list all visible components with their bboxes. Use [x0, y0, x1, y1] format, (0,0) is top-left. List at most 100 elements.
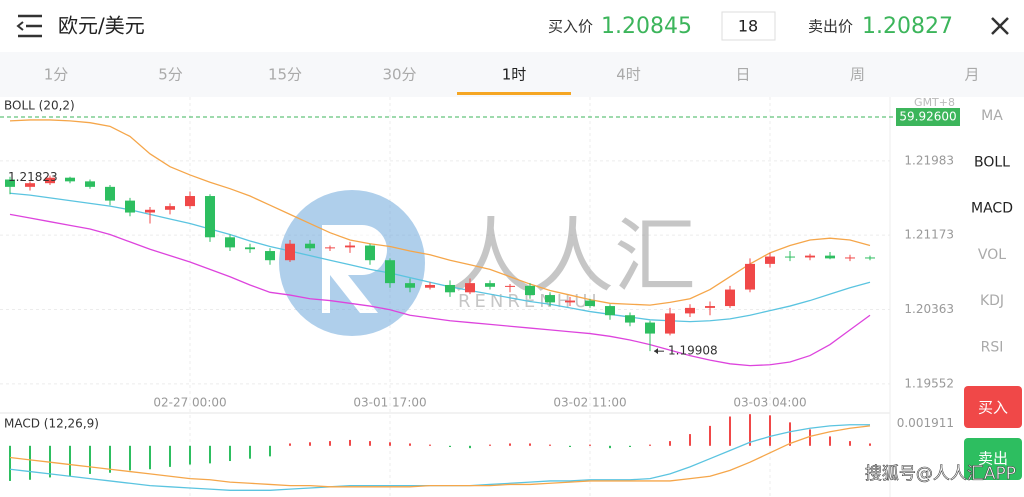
candle-body — [5, 179, 15, 187]
quantity-box[interactable] — [721, 11, 776, 41]
candle-body — [205, 196, 215, 238]
candle-body — [265, 251, 275, 261]
header-bar — [0, 0, 1024, 52]
chart-area — [0, 97, 890, 497]
candle-body — [405, 283, 415, 288]
buy-price: 1.20845 — [601, 14, 692, 39]
candle-body — [465, 283, 475, 293]
tab[interactable]: 15分 — [268, 66, 302, 84]
x-tick-label: 03-02 11:00 — [553, 396, 626, 410]
candle-body — [845, 257, 855, 259]
candle-body — [865, 257, 875, 259]
tab[interactable]: 日 — [735, 66, 750, 84]
x-tick-label: 03-01 17:00 — [353, 396, 426, 410]
candle-body — [85, 181, 95, 187]
candle-body — [105, 186, 115, 201]
candle-body — [145, 209, 155, 213]
sell-label: 卖出价 — [808, 18, 853, 36]
tab[interactable]: 5分 — [158, 66, 183, 84]
candle-body — [805, 255, 815, 258]
candle-body — [285, 243, 295, 261]
candle-body — [385, 260, 395, 284]
quantity: 18 — [738, 17, 758, 36]
tab[interactable]: 周 — [850, 66, 865, 84]
candle-body — [745, 263, 755, 290]
candle-body — [545, 295, 555, 303]
candle-body — [305, 243, 315, 249]
indicator-option[interactable]: MACD — [971, 201, 1013, 217]
candle-body — [245, 247, 255, 250]
candle-body — [365, 245, 375, 261]
timezone-label: GMT+8 — [914, 96, 955, 109]
candle-body — [45, 177, 55, 184]
watermark-name: 人人汇 — [450, 209, 696, 304]
indicator-option[interactable]: BOLL — [974, 154, 1010, 170]
y-tick-label: 1.21983 — [904, 153, 954, 167]
y-tick-label: 0.001911 — [897, 416, 954, 430]
candle-body — [665, 313, 675, 334]
price-tag: 59.92600 — [899, 110, 956, 124]
tab[interactable]: 4时 — [616, 66, 641, 84]
upper-line — [9, 119, 871, 306]
y-tick-label: 1.20363 — [904, 302, 954, 316]
low-label: 1.19908 — [668, 344, 718, 358]
high-label: 1.21823 — [8, 170, 58, 184]
candle-body — [185, 196, 195, 207]
y-tick-label: 1.19552 — [904, 376, 954, 390]
indicator-option[interactable]: MA — [981, 108, 1003, 124]
tab[interactable]: 1分 — [44, 66, 69, 84]
candle-body — [525, 285, 535, 296]
dea-line — [9, 425, 871, 488]
buy-button-label[interactable]: 买入 — [978, 399, 1008, 417]
source-watermark: 搜狐号@人人汇APP — [865, 464, 1016, 484]
indicator-title: BOLL (20,2) — [4, 99, 75, 113]
candle-body — [825, 255, 835, 259]
tab[interactable]: 1时 — [502, 66, 527, 84]
indicator-option[interactable]: RSI — [981, 340, 1004, 356]
x-tick-label: 02-27 00:00 — [153, 396, 226, 410]
indicator-option[interactable]: KDJ — [980, 293, 1004, 309]
candle-body — [765, 256, 775, 264]
candle-body — [425, 284, 435, 288]
sell-button[interactable] — [964, 438, 1022, 480]
candle-body — [725, 289, 735, 307]
indicator-title: MACD (12,26,9) — [4, 417, 99, 431]
candle-body — [345, 245, 355, 248]
candle-body — [565, 300, 575, 303]
candle-body — [505, 285, 515, 287]
close-button[interactable] — [991, 17, 1009, 35]
tab[interactable]: 30分 — [382, 66, 416, 84]
candle-body — [605, 306, 615, 316]
tab[interactable]: 月 — [964, 66, 979, 84]
candle-body — [485, 283, 495, 287]
indicator-option[interactable]: VOL — [978, 247, 1006, 263]
tab-bar — [0, 52, 1024, 97]
candle-body — [625, 315, 635, 323]
candle-body — [585, 300, 595, 307]
lower-line — [9, 213, 871, 367]
menu-icon[interactable] — [16, 14, 42, 38]
candle-body — [685, 307, 695, 314]
candle-body — [125, 200, 135, 213]
x-tick-label: 03-03 04:00 — [733, 396, 806, 410]
candle-body — [645, 322, 655, 334]
candle-body — [705, 306, 715, 308]
mid-line — [9, 192, 871, 323]
candle-body — [445, 284, 455, 293]
y-tick-label: 1.21173 — [904, 228, 954, 242]
buy-button[interactable] — [964, 386, 1022, 428]
tab-underline — [457, 92, 571, 95]
sell-button-label[interactable]: 卖出 — [978, 450, 1008, 468]
candle-body — [325, 247, 335, 249]
candle-body — [225, 237, 235, 248]
candle-body — [25, 183, 35, 187]
low-arrow-head — [654, 348, 658, 355]
page-title: 欧元/美元 — [58, 14, 145, 38]
candle-body — [785, 256, 795, 258]
price-tag-box — [896, 108, 960, 126]
candle-body — [65, 177, 75, 182]
sell-price: 1.20827 — [862, 14, 953, 39]
buy-label: 买入价 — [548, 18, 593, 36]
